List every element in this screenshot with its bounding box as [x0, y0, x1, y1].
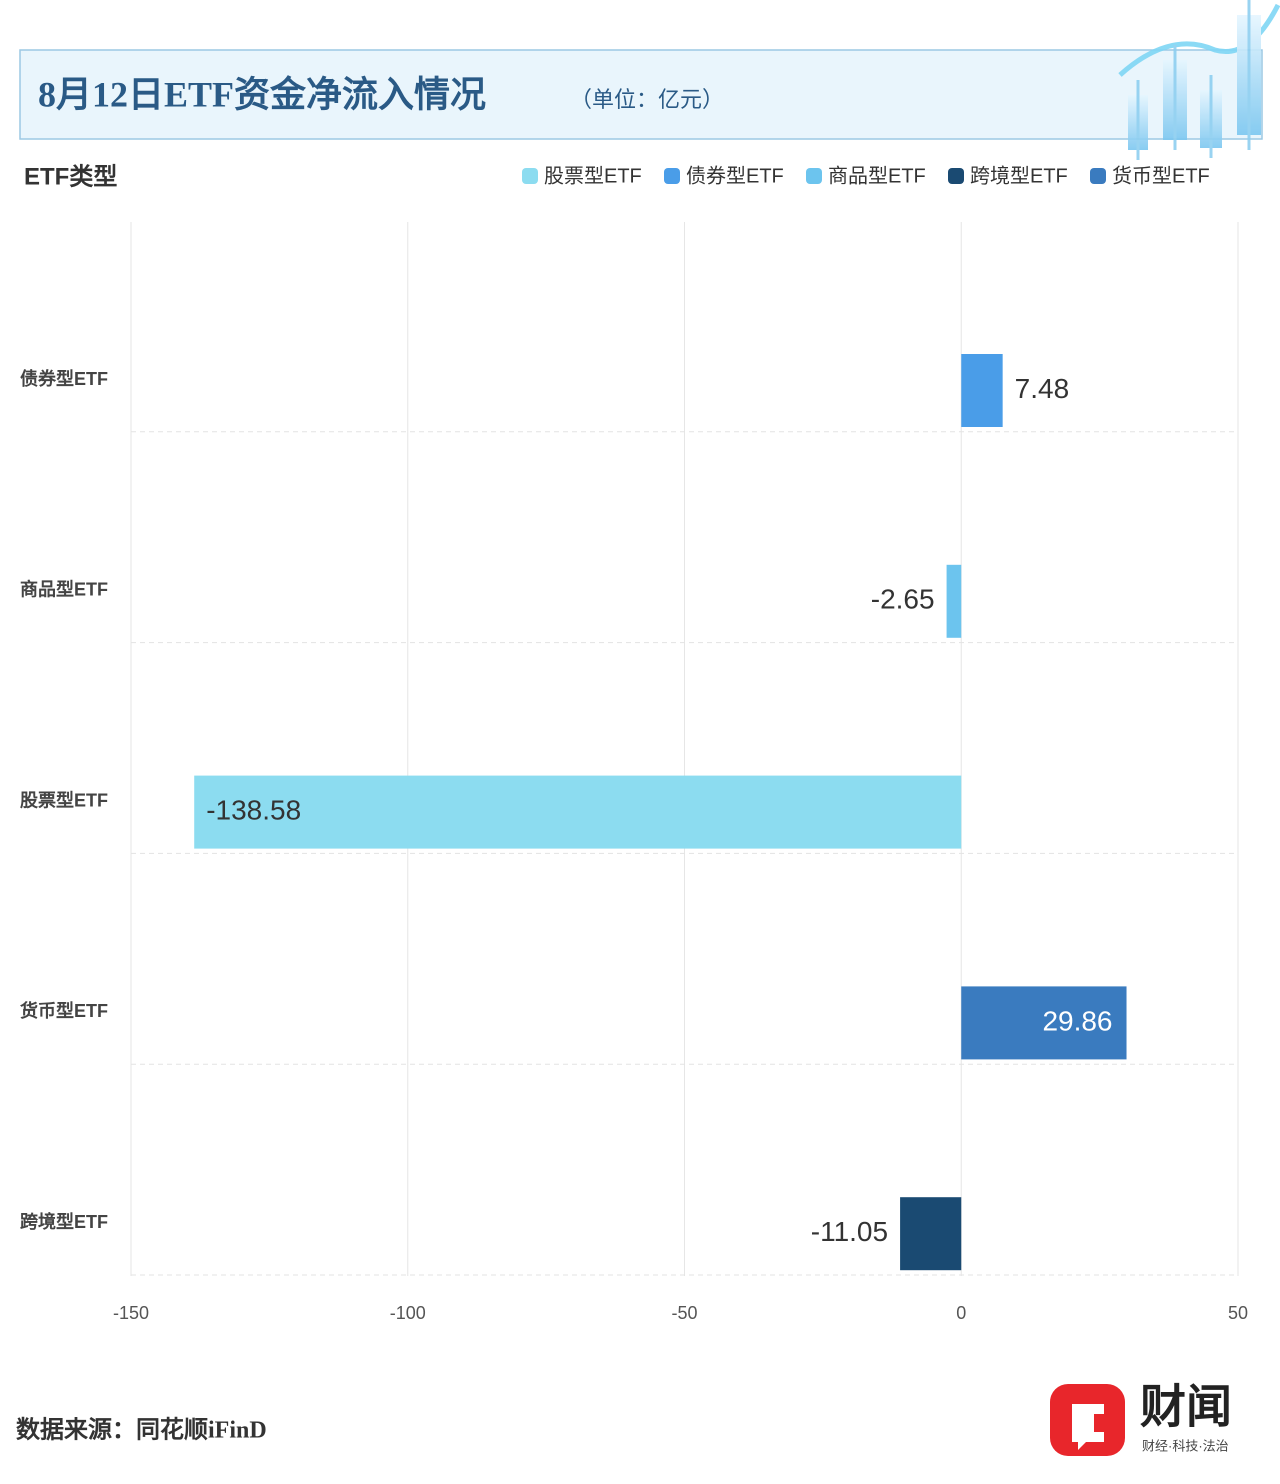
y-tick-label: 跨境型ETF	[20, 1211, 108, 1232]
data-label: -11.05	[811, 1216, 888, 1247]
x-tick-label: -50	[671, 1303, 697, 1323]
legend-label: 货币型ETF	[1112, 164, 1210, 187]
y-axis-title: ETF类型	[24, 163, 117, 190]
legend-swatch	[522, 168, 538, 184]
x-tick-label: 0	[956, 1303, 966, 1323]
bar	[946, 564, 962, 638]
logo-tagline: 财经·科技·法治	[1142, 1438, 1229, 1453]
chart-title: 8月12日ETF资金净流入情况	[38, 73, 486, 114]
legend-swatch	[1090, 168, 1106, 184]
legend-swatch	[806, 168, 822, 184]
logo: 财闻 财经·科技·法治	[1050, 1382, 1232, 1456]
legend-swatch	[948, 168, 964, 184]
y-tick-label: 债券型ETF	[20, 368, 108, 389]
bar	[900, 1197, 962, 1271]
data-label: -138.58	[206, 794, 301, 825]
y-tick-label: 股票型ETF	[19, 789, 108, 810]
legend-label: 股票型ETF	[544, 164, 642, 187]
legend-label: 跨境型ETF	[970, 164, 1068, 187]
bar	[961, 986, 1127, 1060]
y-tick-label: 货币型ETF	[20, 1000, 108, 1021]
legend-label: 商品型ETF	[828, 164, 926, 187]
header-box	[19, 49, 1263, 140]
y-tick-label: 商品型ETF	[20, 579, 108, 600]
data-label: 29.86	[1042, 1005, 1112, 1036]
x-tick-label: -150	[113, 1303, 149, 1323]
x-tick-label: -100	[390, 1303, 426, 1323]
bar	[194, 775, 962, 849]
source-note: 数据来源：同花顺iFinD	[16, 1416, 267, 1444]
header-decoration	[1118, 0, 1280, 160]
logo-text: 财闻	[1140, 1382, 1232, 1433]
chart-subtitle: （单位：亿元）	[570, 87, 724, 112]
legend-label: 债券型ETF	[686, 164, 784, 187]
legend-swatch	[664, 168, 680, 184]
x-tick-label: 50	[1228, 1303, 1248, 1323]
bar	[961, 354, 1003, 427]
data-label: 7.48	[1015, 373, 1070, 404]
data-label: -2.65	[871, 584, 935, 615]
